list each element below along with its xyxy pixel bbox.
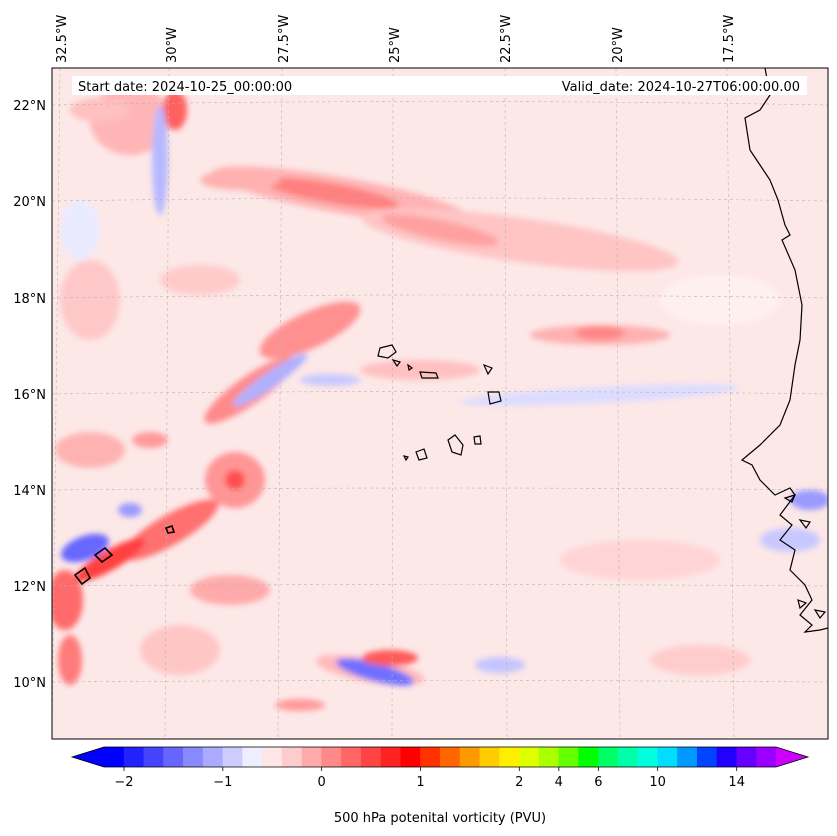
lat-label-12n: 12°N — [13, 580, 46, 595]
lon-label-25w: 25°W — [388, 27, 403, 63]
colorbar-outline — [70, 746, 810, 768]
colorbar-cells — [104, 747, 777, 767]
colorbar-cell — [400, 747, 421, 767]
colorbar-cell — [598, 747, 619, 767]
map-panel — [52, 68, 828, 739]
colorbar-cell — [143, 747, 164, 767]
colorbar-tick-label: 1 — [416, 775, 424, 790]
colorbar-cell — [677, 747, 698, 767]
colorbar-cell — [756, 747, 777, 767]
pv-high-contours — [73, 524, 176, 586]
lon-label-30w: 30°W — [165, 27, 180, 63]
colorbar-cell — [301, 747, 322, 767]
colorbar-cell — [538, 747, 560, 767]
colorbar-tick-label: 2 — [515, 775, 523, 790]
coastlines — [740, 68, 828, 633]
colorbar-tick-label: 0 — [318, 775, 326, 790]
colorbar-cell — [420, 747, 441, 767]
valid-date-label: Valid_date: 2024-10-27T06:00:00.00 — [562, 80, 800, 95]
colorbar-tick-label: 6 — [594, 775, 602, 790]
colorbar-tick-label: −2 — [114, 775, 133, 790]
colorbar-over-arrow — [776, 747, 808, 767]
start-date-label: Start date: 2024-10-25_00:00:00 — [78, 80, 292, 95]
lat-label-22n: 22°N — [13, 99, 46, 114]
colorbar-title: 500 hPa potenital vorticity (PVU) — [334, 811, 546, 826]
latitude-labels: 22°N 20°N 18°N 16°N 14°N 12°N 10°N — [13, 99, 46, 691]
lat-label-18n: 18°N — [13, 292, 46, 307]
colorbar-cell — [499, 747, 520, 767]
colorbar-cell — [262, 747, 283, 767]
colorbar-cell — [360, 747, 382, 767]
graticule — [52, 68, 828, 739]
colorbar-cell — [440, 747, 461, 767]
colorbar-tick-label: 10 — [649, 775, 666, 790]
colorbar: −2 −1 0 1 2 4 6 10 14 500 hPa potenital vorticit… — [70, 746, 810, 826]
lat-label-14n: 14°N — [13, 484, 46, 499]
cape-verde-islands — [377, 344, 502, 462]
lon-label-32-5w: 32.5°W — [55, 15, 70, 63]
lat-label-20n: 20°N — [13, 195, 46, 210]
colorbar-cell — [657, 747, 678, 767]
annotation-band — [72, 76, 807, 95]
colorbar-ticks: −2 −1 0 1 2 4 6 10 14 — [114, 767, 745, 790]
colorbar-cell — [637, 747, 658, 767]
colorbar-cell — [202, 747, 224, 767]
colorbar-cell — [242, 747, 263, 767]
colorbar-under-arrow — [72, 747, 104, 767]
lon-label-22-5w: 22.5°W — [499, 15, 514, 63]
colorbar-cell — [617, 747, 639, 767]
colorbar-cell — [183, 747, 204, 767]
colorbar-cell — [321, 747, 342, 767]
colorbar-tick-label: 4 — [555, 775, 563, 790]
lon-label-17-5w: 17.5°W — [722, 15, 737, 63]
colorbar-cell — [696, 747, 718, 767]
colorbar-cell — [479, 747, 500, 767]
colorbar-cell — [380, 747, 401, 767]
colorbar-cell — [341, 747, 362, 767]
colorbar-cell — [222, 747, 243, 767]
africa-coastline — [740, 68, 828, 633]
colorbar-cell — [558, 747, 579, 767]
colorbar-cell — [736, 747, 757, 767]
colorbar-cell — [163, 747, 184, 767]
colorbar-tick-label: 14 — [728, 775, 745, 790]
colorbar-cell — [123, 747, 145, 767]
longitude-labels: 32.5°W 30°W 27.5°W 25°W 22.5°W 20°W 17.5… — [55, 15, 737, 63]
map-frame — [51, 67, 829, 740]
colorbar-cell — [459, 747, 481, 767]
colorbar-cell — [578, 747, 599, 767]
lat-label-16n: 16°N — [13, 388, 46, 403]
lat-label-10n: 10°N — [13, 676, 46, 691]
colorbar-cell — [104, 747, 125, 767]
lon-label-20w: 20°W — [611, 27, 626, 63]
colorbar-cell — [716, 747, 737, 767]
colorbar-tick-label: −1 — [213, 775, 232, 790]
colorbar-cell — [519, 747, 540, 767]
lon-label-27-5w: 27.5°W — [277, 15, 292, 63]
pv-field — [52, 85, 828, 711]
colorbar-cell — [281, 747, 303, 767]
